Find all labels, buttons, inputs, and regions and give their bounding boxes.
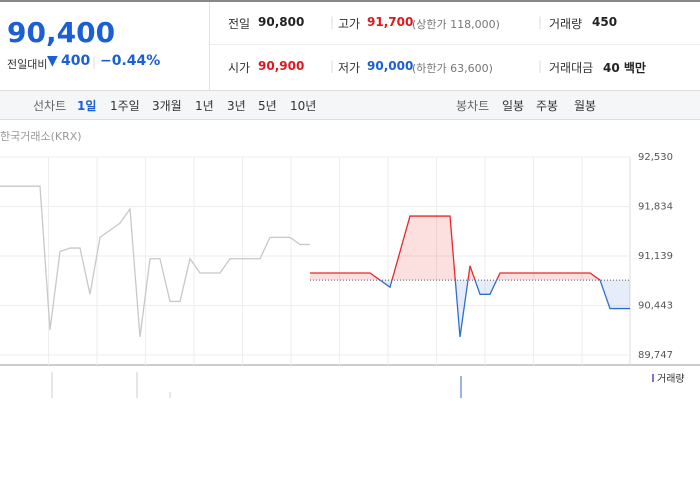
separator: | xyxy=(92,55,97,69)
stat-value: 450 xyxy=(592,15,618,29)
tab-group-label: 봉차트 xyxy=(456,99,490,113)
tab-bar xyxy=(0,90,700,120)
stat-note: (하한가 63,600) xyxy=(412,62,493,75)
tab[interactable]: 월봉 xyxy=(574,99,597,113)
separator: | xyxy=(538,15,543,29)
down-area xyxy=(380,280,630,337)
divider xyxy=(210,44,700,45)
header xyxy=(0,0,700,90)
down-arrow: ▼ xyxy=(47,53,58,69)
legend-swatch xyxy=(652,374,654,382)
up-line xyxy=(310,215,601,281)
tab[interactable]: 1년 xyxy=(195,99,214,113)
stat-value: 40 백만 xyxy=(603,61,646,75)
stat-label: 거래량 xyxy=(549,17,583,31)
chart: 한국거래소(KRX) 거래량 92,530 91,834 91,139 90,443 8… xyxy=(0,130,700,398)
price-line xyxy=(0,185,310,338)
source: 한국거래소(KRX) xyxy=(0,130,82,143)
y-tick-label: 89,747 xyxy=(638,350,673,361)
tab[interactable]: 3개월 xyxy=(152,99,182,113)
change: 400 xyxy=(61,53,91,69)
tab[interactable]: 1일 xyxy=(77,99,97,113)
price: 90,400 xyxy=(7,16,116,49)
stat-value: 91,700 xyxy=(367,15,414,29)
stat-label: 시가 xyxy=(228,61,251,75)
stat-label: 저가 xyxy=(338,61,361,75)
tab[interactable]: 주봉 xyxy=(536,99,559,113)
y-tick-label: 91,834 xyxy=(638,202,673,213)
divider xyxy=(209,2,210,90)
separator: | xyxy=(538,59,543,73)
stat-label: 고가 xyxy=(338,17,361,31)
stat-label: 전일 xyxy=(228,17,251,31)
separator: | xyxy=(330,59,335,73)
change-label: 전일대비 xyxy=(7,58,48,71)
tab[interactable]: 5년 xyxy=(258,99,277,113)
y-tick-label: 92,530 xyxy=(638,152,673,163)
y-tick-label: 91,139 xyxy=(638,251,673,262)
tab[interactable]: 10년 xyxy=(290,99,317,113)
stat-label: 거래대금 xyxy=(549,61,594,75)
legend: 거래량 xyxy=(657,373,685,385)
stat-value: 90,900 xyxy=(258,59,305,73)
stat-value: 90,000 xyxy=(367,59,414,73)
stat-note: (상한가 118,000) xyxy=(412,18,500,31)
tab[interactable]: 일봉 xyxy=(502,99,525,113)
tab[interactable]: 3년 xyxy=(227,99,246,113)
stat-value: 90,800 xyxy=(258,15,305,29)
separator: | xyxy=(330,15,335,29)
tab-group-label: 선차트 xyxy=(33,99,67,113)
y-tick-label: 90,443 xyxy=(638,300,673,311)
tab[interactable]: 1주일 xyxy=(110,99,140,113)
change-pct: −0.44% xyxy=(100,53,161,69)
